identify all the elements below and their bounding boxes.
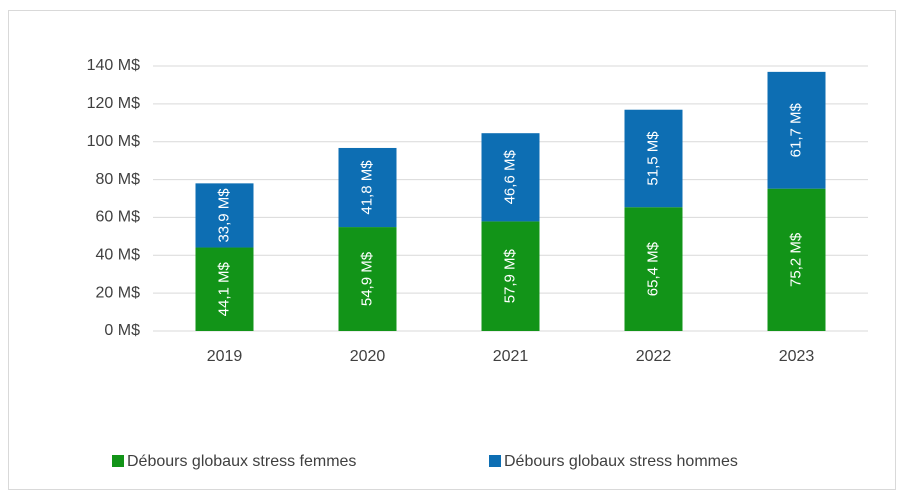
bar-segment: [767, 188, 826, 331]
value-label: 46,6 M$: [501, 150, 518, 205]
value-label: 41,8 M$: [358, 160, 375, 215]
y-tick-label: 140 M$: [87, 57, 140, 74]
x-tick-label: 2019: [207, 348, 243, 365]
legend-label: Débours globaux stress femmes: [127, 453, 356, 470]
value-label: 75,2 M$: [787, 232, 804, 287]
chart-frame: [8, 10, 896, 490]
bar-segment: [481, 133, 540, 222]
y-tick-label: 20 M$: [96, 284, 141, 301]
value-label: 51,5 M$: [644, 131, 661, 186]
value-label: 65,4 M$: [644, 241, 661, 296]
y-tick-label: 120 M$: [87, 95, 140, 112]
y-tick-label: 60 M$: [96, 209, 141, 226]
legend-swatch: [489, 455, 501, 467]
x-tick-label: 2023: [779, 348, 815, 365]
bar-segment: [195, 183, 254, 248]
legend-swatch: [112, 455, 124, 467]
bar-segment: [195, 247, 254, 331]
value-label: 57,9 M$: [501, 248, 518, 303]
value-label: 33,9 M$: [215, 188, 232, 243]
bar-segment: [338, 227, 397, 331]
bar-segment: [481, 221, 540, 331]
x-tick-label: 2020: [350, 348, 386, 365]
legend-label: Débours globaux stress hommes: [504, 453, 738, 470]
y-tick-label: 80 M$: [96, 171, 141, 188]
value-label: 61,7 M$: [787, 103, 804, 158]
bar-segment: [624, 207, 683, 331]
bar-segment: [624, 109, 683, 208]
y-tick-label: 40 M$: [96, 247, 141, 264]
bar-segment: [767, 71, 826, 189]
x-tick-label: 2022: [636, 348, 672, 365]
y-tick-label: 100 M$: [87, 133, 140, 150]
value-label: 54,9 M$: [358, 251, 375, 306]
y-tick-label: 0 M$: [104, 322, 140, 339]
bar-segment: [338, 147, 397, 228]
value-label: 44,1 M$: [215, 262, 232, 317]
x-tick-label: 2021: [493, 348, 529, 365]
